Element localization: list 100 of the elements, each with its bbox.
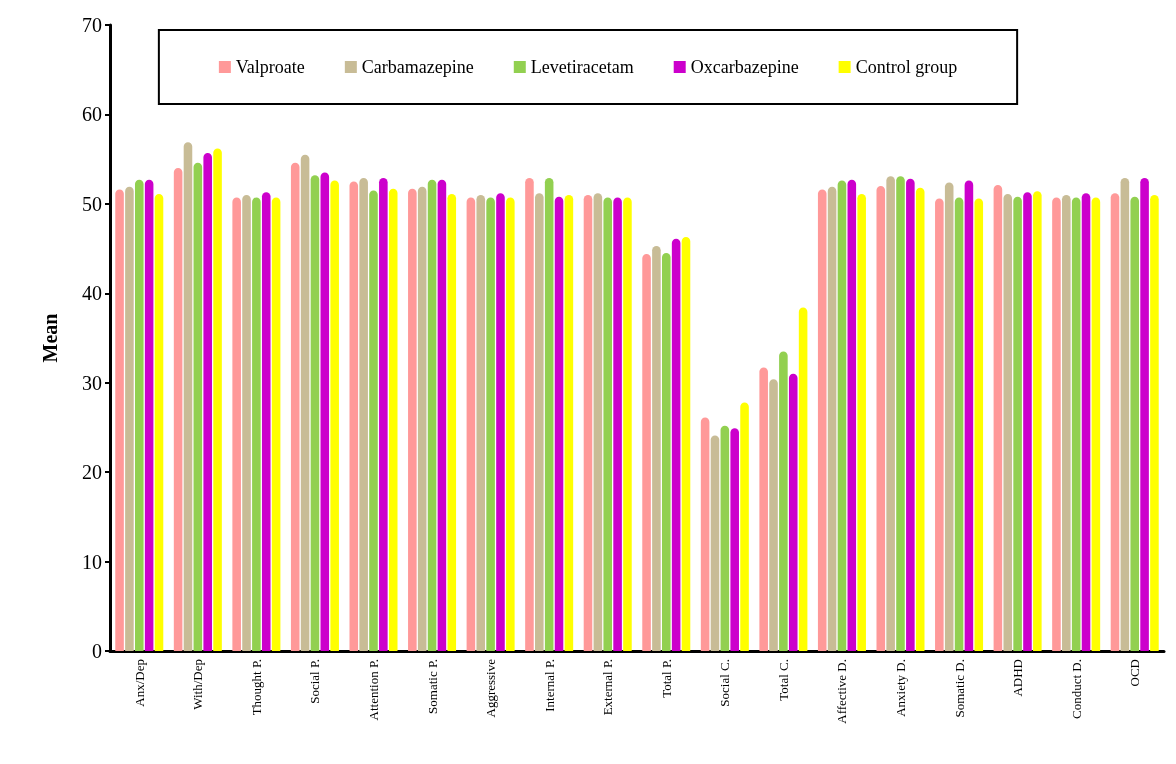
bar (944, 182, 954, 651)
x-tick-label: Aggressive (483, 658, 499, 718)
bar (759, 367, 768, 651)
bar (1062, 194, 1071, 651)
bar (427, 179, 437, 651)
bar (906, 178, 915, 651)
bar (1052, 197, 1061, 651)
bar (671, 238, 681, 651)
bar (134, 179, 144, 651)
x-tick-label: Somatic P. (424, 659, 440, 714)
bar (837, 180, 847, 651)
bar (417, 186, 427, 651)
bar (466, 197, 476, 651)
bar (788, 373, 798, 651)
bar (173, 168, 183, 651)
bar (798, 307, 808, 651)
bar (359, 177, 368, 651)
x-tick-label: Total P. (658, 659, 674, 698)
x-tick-label: Thought P. (248, 659, 264, 716)
legend-label: Carbamazepine (361, 57, 474, 77)
y-tick-label: 70 (82, 14, 102, 36)
bar (1091, 197, 1101, 651)
bar (252, 197, 261, 651)
bar (886, 176, 895, 651)
bar (652, 245, 661, 651)
bar (193, 162, 203, 651)
bar (447, 194, 457, 651)
bar (710, 435, 720, 651)
bar (720, 425, 730, 651)
bar (310, 175, 320, 651)
bar (261, 192, 271, 651)
bar (388, 188, 398, 651)
bar (125, 186, 134, 651)
bar (544, 177, 554, 651)
bar (915, 187, 925, 651)
x-tick-label: Anxiety D. (893, 659, 908, 717)
bar (661, 253, 671, 651)
bar (681, 236, 691, 651)
y-tick-label: 0 (92, 640, 102, 662)
bar (954, 197, 964, 651)
bar (554, 196, 564, 651)
y-axis-title: Mean (39, 313, 61, 363)
bar (1033, 191, 1042, 651)
bar (535, 193, 544, 651)
bar (593, 193, 603, 651)
x-tick-label: External P. (600, 659, 616, 716)
bar (486, 197, 495, 651)
bar (1130, 196, 1140, 651)
bar (320, 172, 330, 651)
x-tick-label: Somatic D. (951, 659, 967, 718)
bar (154, 194, 164, 651)
bar (876, 185, 886, 651)
bar (496, 193, 505, 651)
bar (203, 152, 212, 651)
bar (379, 177, 388, 651)
x-tick-label: Social C. (717, 659, 733, 707)
legend-label: Oxcarbazepine (690, 57, 799, 77)
bar (896, 176, 905, 651)
x-tick-label: Conduct D. (1068, 659, 1084, 719)
bar (330, 180, 339, 651)
bar (740, 402, 749, 651)
bar (1140, 177, 1149, 651)
legend-label: Levetiracetam (530, 57, 634, 77)
x-tick-label: ADHD (1010, 659, 1026, 697)
bar (1071, 197, 1081, 651)
bar (349, 181, 359, 651)
bar (437, 179, 447, 651)
bar (1013, 196, 1022, 651)
bar (1120, 177, 1130, 651)
bar (847, 179, 857, 651)
bar (857, 194, 866, 651)
y-tick-label: 50 (82, 192, 102, 215)
bar (974, 198, 984, 651)
y-tick-label: 60 (82, 103, 102, 126)
bar (213, 148, 222, 651)
bar (769, 379, 778, 651)
bar (827, 186, 837, 651)
bar (583, 194, 593, 651)
y-tick-label: 40 (82, 282, 102, 305)
x-tick-label: Anx/Dep (131, 659, 147, 707)
y-tick-label: 30 (82, 371, 102, 394)
bar (993, 185, 1003, 651)
x-tick-label: Social P. (307, 659, 323, 704)
bar (144, 179, 154, 651)
bar (232, 197, 241, 651)
bar (1150, 194, 1159, 651)
bar (935, 198, 944, 651)
bar (603, 197, 613, 651)
bar (408, 188, 417, 651)
bar (115, 189, 124, 651)
bar (476, 194, 486, 651)
y-tick-label: 10 (82, 550, 102, 573)
bar (613, 197, 622, 651)
x-tick-label: Affective D. (834, 659, 850, 724)
bar (271, 197, 281, 651)
x-tick-label: Total C. (775, 659, 791, 701)
bar (1081, 193, 1091, 651)
bar (730, 428, 739, 651)
bar (506, 197, 515, 651)
bar (564, 194, 574, 651)
